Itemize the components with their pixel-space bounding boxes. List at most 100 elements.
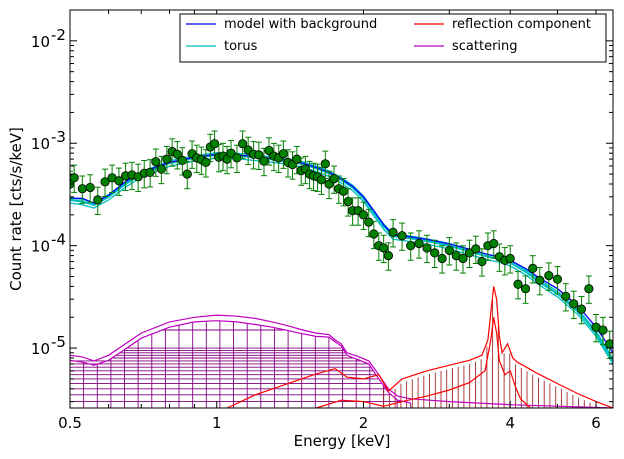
data-point bbox=[451, 242, 461, 271]
y-tick-label: 10 bbox=[31, 238, 50, 256]
data-marker bbox=[85, 182, 95, 193]
reflection-inner-line bbox=[316, 317, 531, 408]
data-point bbox=[552, 266, 563, 295]
scattering-inner-line bbox=[70, 320, 411, 404]
legend: model with background reflection componen… bbox=[179, 13, 607, 63]
data-marker bbox=[544, 271, 554, 281]
x-tick-label: 6 bbox=[591, 414, 601, 432]
data-marker bbox=[477, 256, 487, 267]
data-point bbox=[100, 168, 110, 197]
data-marker bbox=[379, 243, 389, 253]
data-marker bbox=[177, 155, 187, 166]
data-points bbox=[70, 130, 613, 359]
data-marker bbox=[576, 304, 587, 314]
scattering-line bbox=[70, 314, 613, 408]
data-marker bbox=[535, 275, 545, 285]
y-tick-exponent: -5 bbox=[51, 333, 66, 351]
data-marker bbox=[437, 253, 447, 264]
data-point bbox=[93, 186, 103, 215]
data-marker bbox=[513, 279, 523, 289]
data-marker bbox=[369, 229, 379, 239]
data-point bbox=[535, 267, 545, 296]
data-point bbox=[383, 242, 394, 271]
data-marker bbox=[569, 299, 579, 309]
data-point bbox=[151, 148, 161, 177]
data-marker bbox=[100, 177, 110, 187]
data-point bbox=[358, 201, 369, 230]
data-marker bbox=[329, 174, 339, 184]
data-point bbox=[172, 141, 182, 170]
plot-frame bbox=[69, 9, 614, 409]
data-point bbox=[70, 164, 79, 193]
legend-label: scattering bbox=[452, 39, 518, 54]
data-marker bbox=[338, 186, 349, 196]
data-point bbox=[505, 245, 515, 274]
data-marker bbox=[114, 176, 124, 186]
data-point bbox=[287, 151, 298, 180]
legend-label: torus bbox=[224, 39, 258, 54]
data-marker bbox=[201, 157, 211, 168]
data-point bbox=[162, 145, 172, 175]
data-point bbox=[114, 167, 124, 196]
data-point bbox=[477, 248, 487, 277]
data-marker bbox=[561, 291, 571, 301]
data-point bbox=[397, 222, 407, 251]
data-point bbox=[316, 166, 327, 195]
data-marker bbox=[505, 253, 515, 264]
data-point bbox=[464, 239, 475, 269]
data-marker bbox=[414, 238, 424, 249]
y-tick-exponent: -2 bbox=[51, 26, 66, 44]
data-point bbox=[182, 160, 192, 190]
data-marker bbox=[397, 231, 407, 241]
data-marker bbox=[520, 284, 531, 294]
data-point bbox=[458, 245, 468, 274]
data-marker bbox=[383, 250, 394, 261]
data-point bbox=[513, 271, 523, 300]
data-point bbox=[85, 174, 95, 203]
legend-box bbox=[179, 13, 607, 63]
data-marker bbox=[584, 284, 594, 294]
data-point bbox=[259, 147, 269, 177]
y-tick-exponent: -3 bbox=[51, 128, 66, 146]
data-point bbox=[338, 178, 349, 207]
data-point bbox=[489, 230, 499, 259]
data-marker bbox=[388, 227, 398, 237]
data-point bbox=[561, 283, 571, 312]
x-tick-label: 2 bbox=[359, 414, 369, 432]
data-point bbox=[107, 164, 117, 193]
data-marker bbox=[151, 157, 161, 167]
y-tick-exponent: -4 bbox=[51, 231, 66, 249]
data-marker bbox=[358, 210, 369, 220]
data-point bbox=[145, 159, 155, 188]
data-point bbox=[437, 245, 447, 274]
data-point bbox=[238, 130, 248, 159]
data-point bbox=[406, 232, 416, 261]
data-marker bbox=[320, 159, 330, 169]
data-point bbox=[520, 275, 531, 304]
data-point bbox=[444, 237, 454, 266]
data-marker bbox=[77, 184, 87, 194]
data-point bbox=[278, 140, 288, 169]
data-point bbox=[369, 220, 379, 250]
data-point bbox=[292, 145, 302, 175]
data-point bbox=[584, 275, 594, 304]
x-tick-label: 1 bbox=[212, 414, 222, 432]
data-point bbox=[388, 219, 398, 248]
data-marker bbox=[422, 243, 432, 253]
data-point bbox=[210, 130, 220, 159]
data-marker bbox=[238, 139, 248, 149]
data-point bbox=[329, 165, 339, 194]
data-marker bbox=[598, 325, 608, 335]
data-marker bbox=[552, 274, 563, 284]
data-point bbox=[576, 295, 587, 325]
data-marker bbox=[93, 195, 103, 205]
data-marker bbox=[406, 241, 416, 251]
legend-label: reflection component bbox=[452, 17, 591, 32]
data-point bbox=[414, 230, 424, 259]
y-tick-label: 10 bbox=[31, 33, 50, 51]
data-point bbox=[544, 262, 554, 291]
y-tick-label: 10 bbox=[31, 340, 50, 358]
data-point bbox=[569, 290, 579, 320]
data-marker bbox=[259, 156, 269, 166]
data-point bbox=[201, 149, 211, 178]
